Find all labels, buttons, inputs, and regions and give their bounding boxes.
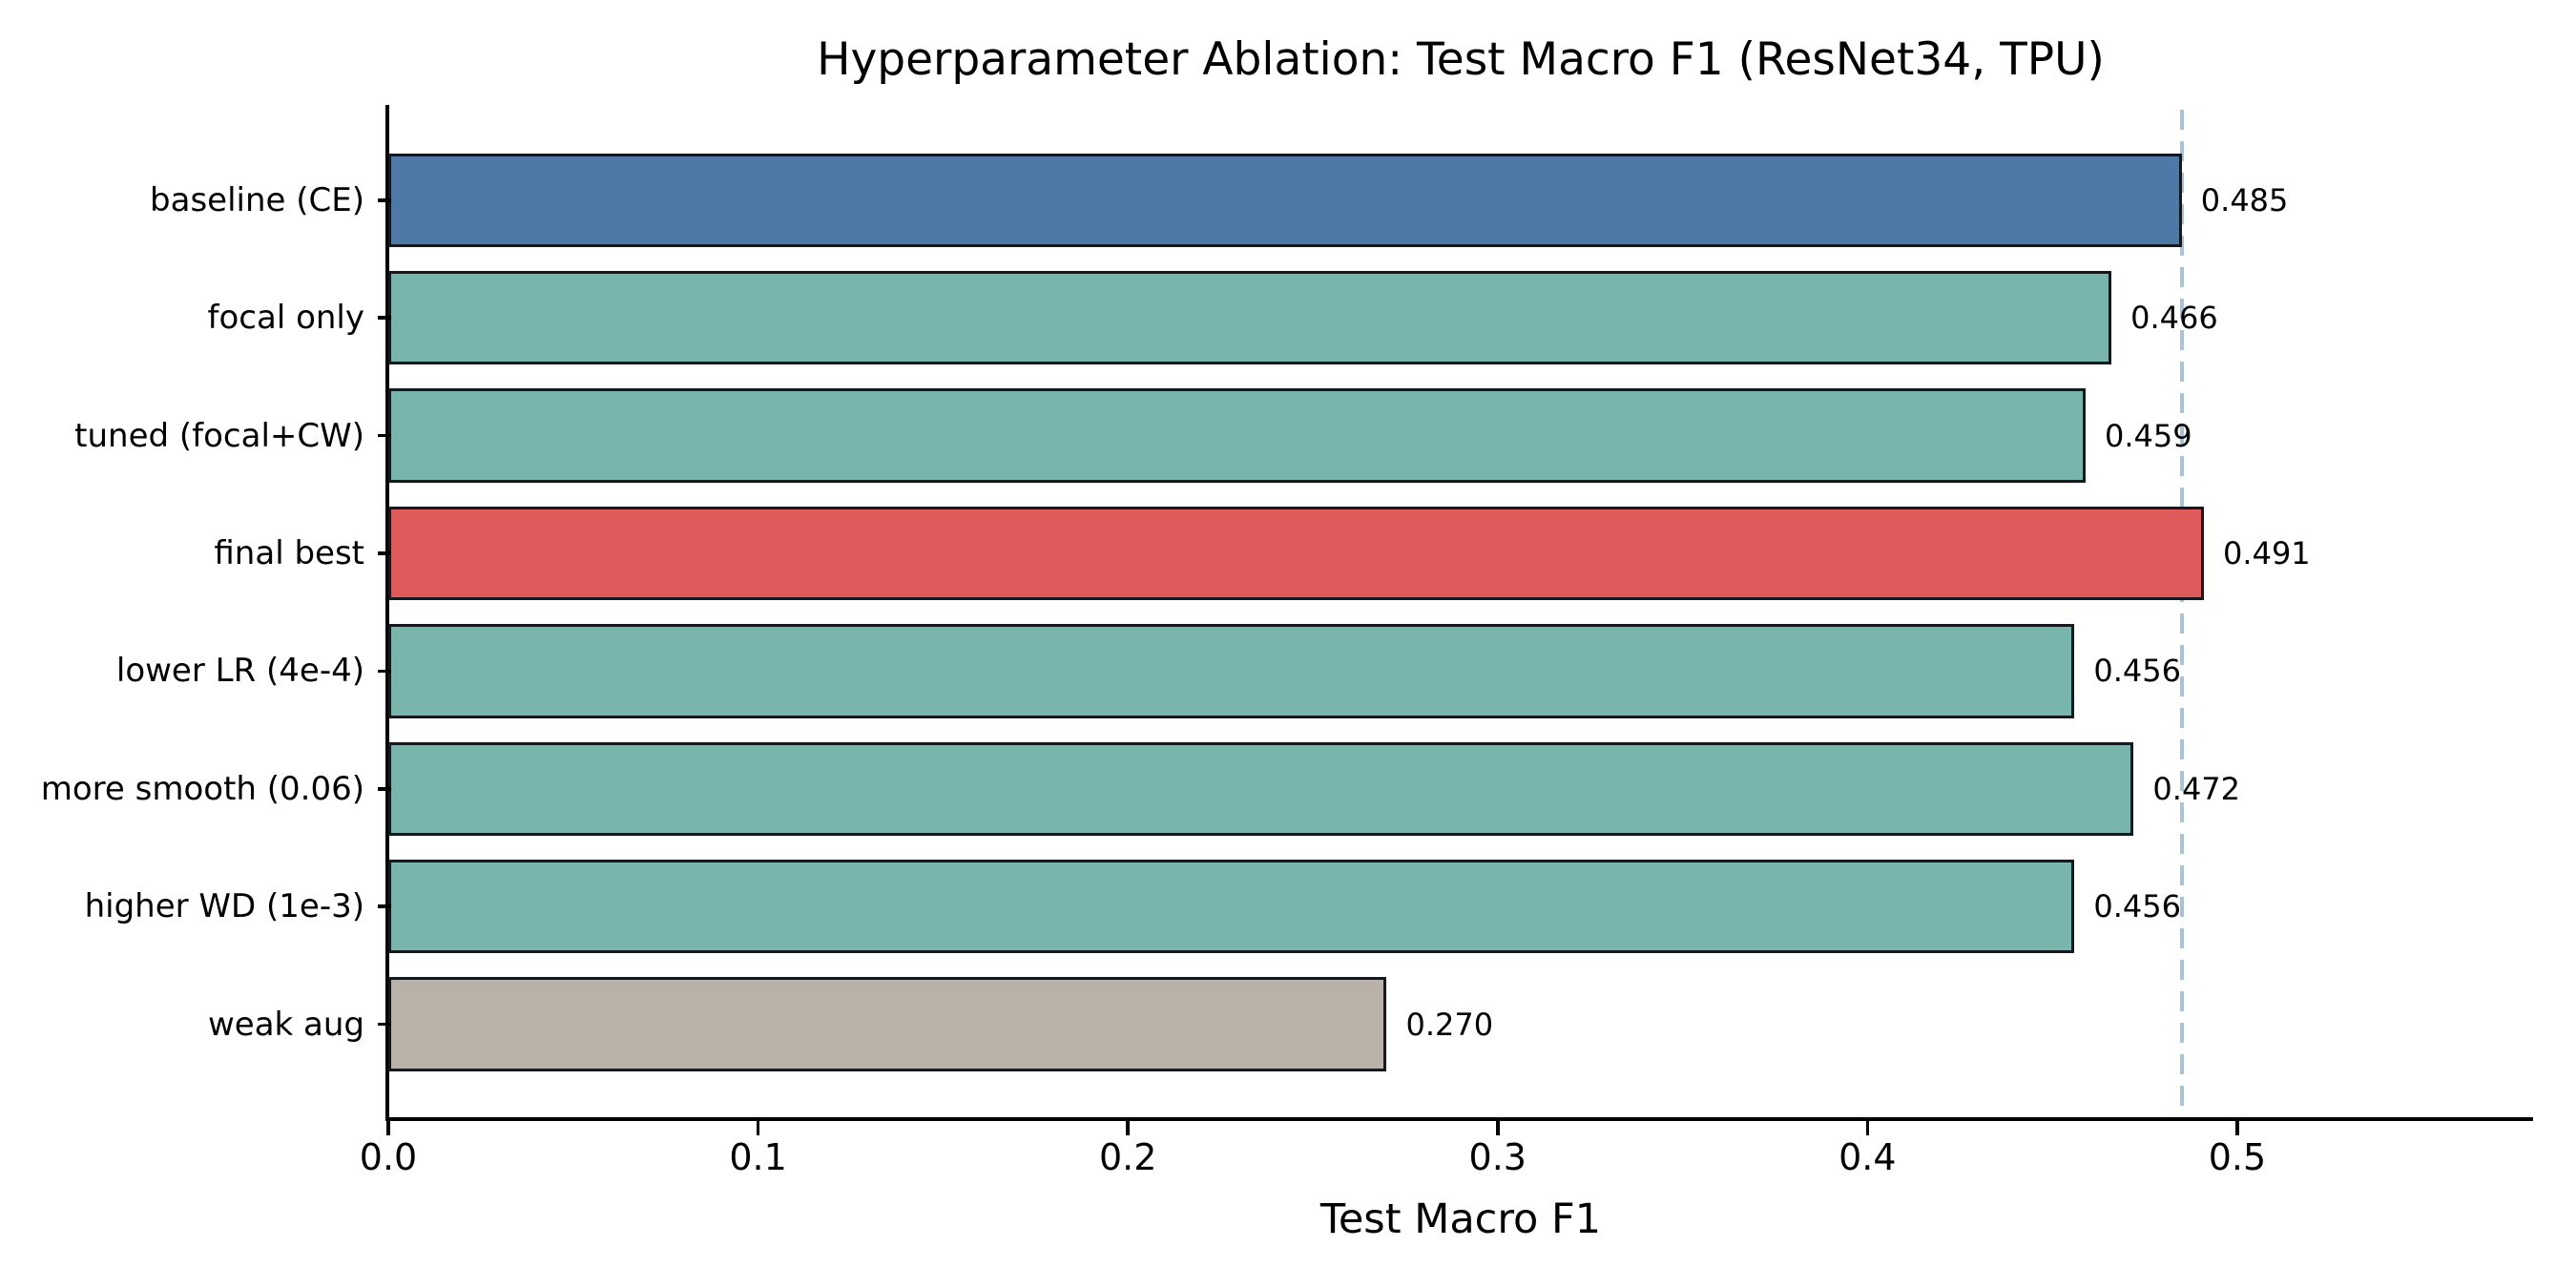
x-tick [2235,1119,2239,1135]
category-label: weak aug [207,1005,364,1044]
x-tick [756,1119,760,1135]
category-label: focal only [207,299,364,338]
y-tick [378,1022,391,1027]
bar-value-label: 0.472 [2152,770,2241,807]
chart-title: Hyperparameter Ablation: Test Macro F1 (… [817,33,2105,86]
y-tick [378,904,391,908]
bar-value-label: 0.270 [1405,1006,1494,1043]
bar [388,624,2075,718]
category-label: baseline (CE) [150,180,364,219]
x-axis-spine [385,1117,2533,1121]
category-label: lower LR (4e-4) [115,652,364,691]
bar-value-label: 0.459 [2105,417,2192,454]
bar [388,741,2134,836]
category-label: higher WD (1e-3) [84,887,364,926]
y-tick [378,787,391,791]
bar-value-label: 0.456 [2093,653,2181,690]
bar [388,506,2205,601]
bar [388,388,2087,483]
baseline-reference-line [2180,110,2184,1117]
y-tick [378,198,391,202]
bar-value-label: 0.456 [2093,888,2181,925]
bar [388,153,2182,247]
x-tick [386,1119,390,1135]
x-tick-label: 0.2 [1098,1136,1157,1178]
category-label: final best [214,533,364,572]
bar [388,859,2075,954]
x-axis-label: Test Macro F1 [1319,1195,1602,1243]
bar [388,270,2112,365]
category-label: tuned (focal+CW) [74,416,364,455]
category-label: more smooth (0.06) [40,769,364,808]
x-tick-label: 0.1 [729,1136,787,1178]
y-tick [378,433,391,438]
y-tick [378,669,391,674]
bar-value-label: 0.466 [2130,300,2218,337]
x-tick [1496,1119,1500,1135]
x-tick-label: 0.4 [1839,1136,1897,1178]
bar-value-label: 0.485 [2200,181,2289,218]
y-tick [378,551,391,555]
bar [388,977,1387,1071]
y-axis-spine [385,105,389,1120]
x-tick-label: 0.0 [359,1136,418,1178]
y-tick [378,316,391,320]
bar-value-label: 0.491 [2223,534,2311,571]
x-tick-label: 0.5 [2208,1136,2267,1178]
x-tick [1865,1119,1870,1135]
x-tick-label: 0.3 [1468,1136,1527,1178]
x-tick [1126,1119,1130,1135]
